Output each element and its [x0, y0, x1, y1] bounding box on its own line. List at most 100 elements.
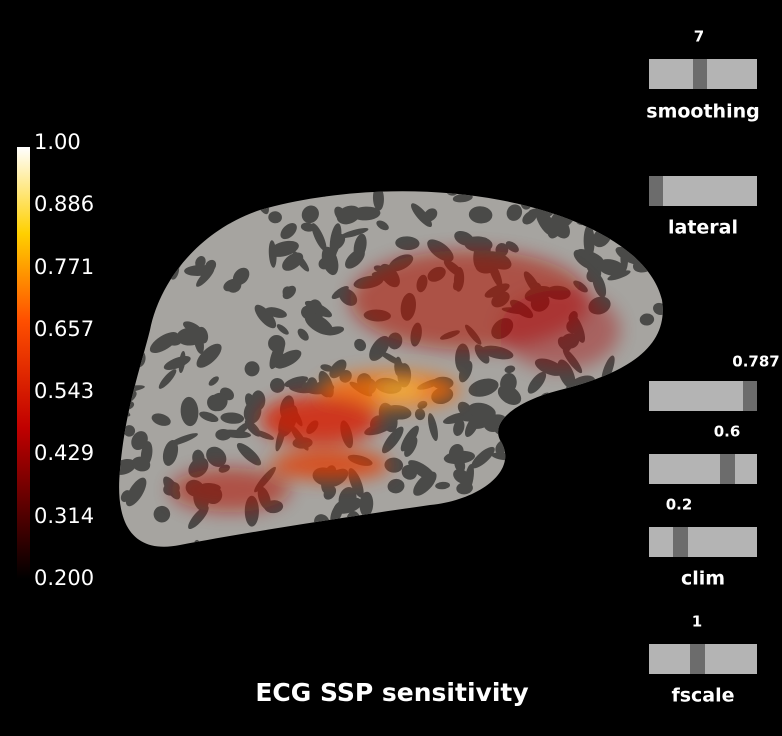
sulcus [176, 327, 204, 346]
sulcus [528, 422, 559, 438]
sulcus [458, 360, 473, 383]
sulcus [577, 499, 591, 530]
sulcus [464, 414, 480, 437]
sulcus [576, 191, 594, 214]
colorbar-tick-label: 0.200 [34, 566, 94, 590]
sulcus [404, 436, 418, 457]
sulcus [653, 302, 663, 316]
slider-label: lateral [668, 217, 738, 239]
sulcus [254, 304, 277, 329]
sulcus [602, 526, 624, 543]
sulcus [633, 535, 645, 547]
sulcus [556, 391, 573, 417]
sulcus [268, 211, 282, 224]
sulcus [128, 277, 150, 292]
sulcus [530, 443, 549, 457]
sulcus [501, 505, 526, 524]
sulcus [632, 501, 663, 521]
sulcus [640, 500, 663, 526]
slider-handle[interactable] [720, 454, 735, 484]
sulcus [338, 486, 357, 511]
sulcus [435, 481, 451, 490]
sulcus [386, 410, 405, 424]
slider-label: clim [681, 568, 725, 590]
sulcus [376, 220, 389, 231]
sulcus [471, 446, 495, 469]
sulcus [384, 457, 404, 473]
slider-handle[interactable] [649, 176, 663, 206]
sulcus [345, 249, 365, 269]
slider-handle[interactable] [743, 381, 757, 411]
sulcus [586, 267, 602, 283]
sulcus [578, 510, 589, 522]
sulcus [269, 240, 299, 257]
sulcus [623, 366, 633, 380]
slider-handle[interactable] [673, 527, 688, 557]
sulcus [603, 449, 614, 462]
sulcus [588, 478, 602, 494]
sulcus [329, 531, 358, 547]
sulcus [583, 478, 598, 494]
sulcus [516, 522, 532, 541]
sulcus [445, 515, 464, 545]
sulcus [123, 209, 131, 222]
sulcus [130, 259, 158, 281]
sulcus [265, 307, 287, 318]
sulcus [468, 402, 496, 420]
sulcus [119, 545, 124, 547]
slider-handle[interactable] [693, 59, 707, 89]
sulcus [223, 278, 240, 292]
sulcus [244, 361, 260, 377]
sulcus [119, 258, 131, 279]
sulcus [179, 220, 193, 237]
slider-track[interactable] [649, 176, 757, 206]
sulcus [607, 270, 631, 281]
sulcus [535, 206, 555, 236]
sulcus [625, 387, 645, 406]
sulcus [477, 542, 491, 547]
sulcus [513, 504, 524, 516]
sulcus [105, 375, 117, 398]
sulcus [381, 426, 404, 454]
sulcus [119, 401, 131, 417]
sulcus [297, 328, 309, 341]
sulcus [269, 378, 285, 393]
sulcus [502, 472, 511, 483]
sulcus [339, 228, 369, 239]
sulcus [304, 313, 334, 335]
slider-handle[interactable] [690, 644, 705, 674]
brain-surface[interactable] [95, 173, 680, 570]
title: ECG SSP sensitivity [255, 678, 528, 707]
sulcus [414, 408, 426, 421]
sulcus [188, 505, 209, 530]
sulcus [323, 485, 337, 500]
sulcus [236, 443, 262, 466]
sulcus [563, 422, 578, 432]
sulcus [131, 456, 151, 472]
sulcus [620, 477, 633, 490]
sulcus [206, 446, 227, 467]
sulcus [196, 343, 222, 368]
slider-track[interactable] [649, 381, 757, 411]
slider-track[interactable] [649, 527, 757, 557]
sulcus [378, 351, 404, 367]
sulcus [413, 471, 437, 496]
sulcus [190, 539, 201, 547]
sulcus [554, 516, 587, 532]
sulcus [167, 201, 196, 226]
sulcus [348, 528, 376, 543]
sulcus [162, 440, 179, 466]
sulcus [636, 533, 646, 544]
sulcus [512, 528, 535, 547]
sulcus [427, 413, 438, 441]
sulcus [507, 495, 538, 512]
sulcus [615, 246, 643, 265]
slider-value: 0.6 [714, 423, 741, 441]
sulcus [611, 503, 642, 522]
sulcus [158, 369, 177, 389]
slider-track[interactable] [649, 454, 757, 484]
sulcus [199, 411, 219, 423]
sulcus [375, 517, 400, 536]
sulcus [609, 455, 624, 472]
sulcus [198, 205, 213, 223]
